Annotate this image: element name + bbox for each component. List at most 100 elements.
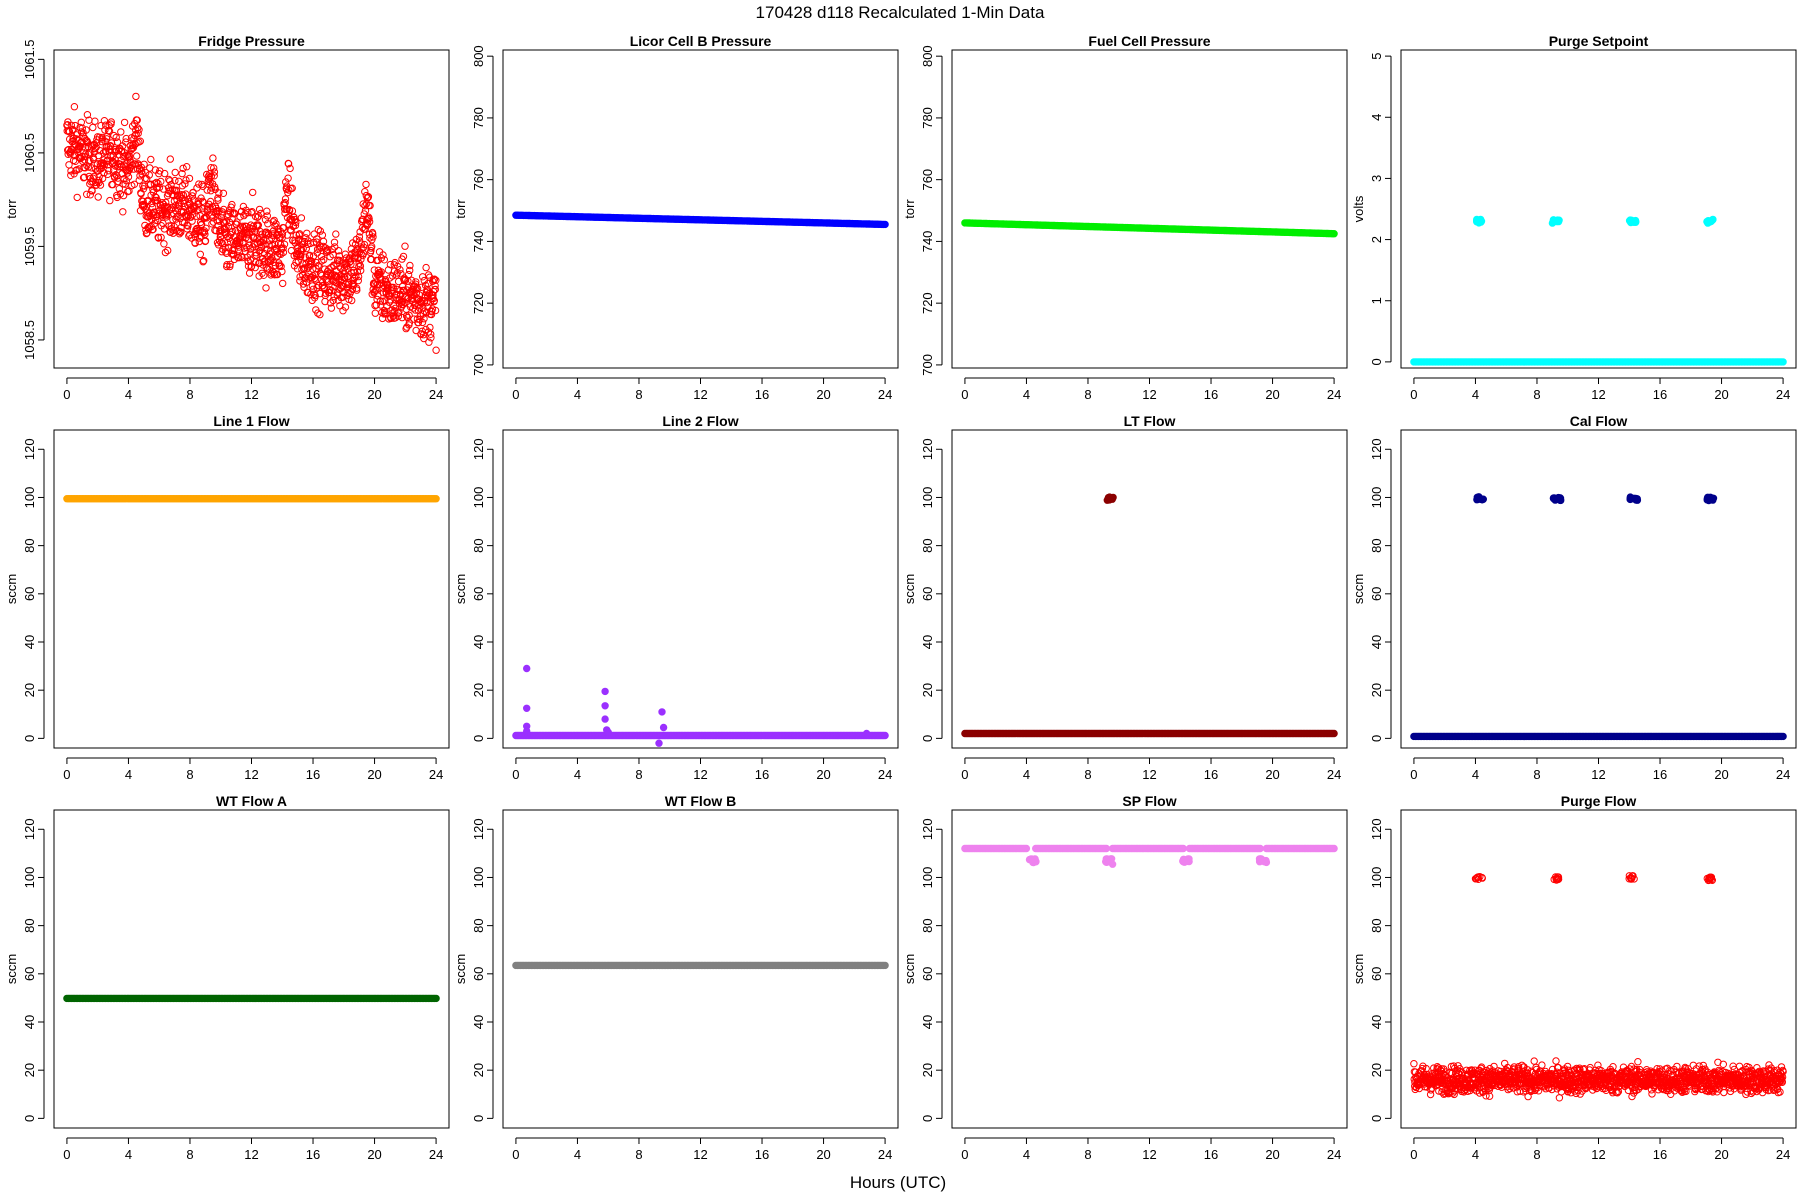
x-tick-label: 0 — [961, 387, 968, 402]
data-point — [69, 125, 77, 134]
data-point — [298, 246, 306, 254]
data-point — [316, 310, 324, 319]
x-tick-label: 8 — [635, 767, 642, 782]
y-axis-label: sccm — [4, 574, 19, 604]
data-point — [324, 245, 332, 254]
data-point — [124, 173, 133, 181]
data-point — [1330, 729, 1338, 738]
data-point — [273, 252, 281, 260]
data-point — [263, 207, 271, 215]
data-point — [148, 203, 157, 212]
data-point — [367, 246, 375, 255]
data-point — [1031, 855, 1039, 863]
data-point — [400, 276, 409, 285]
data-point — [247, 209, 256, 217]
data-point — [261, 216, 270, 224]
data-point — [418, 318, 427, 327]
data-point — [329, 296, 337, 305]
data-points — [512, 211, 889, 229]
x-tick-label: 20 — [1714, 767, 1728, 782]
x-tick-label: 8 — [186, 1147, 193, 1162]
data-point — [523, 664, 531, 673]
data-point — [72, 135, 80, 143]
data-point — [222, 223, 230, 231]
data-point — [276, 240, 285, 249]
data-point — [1779, 358, 1787, 366]
data-point — [105, 122, 113, 130]
y-tick-label: 60 — [22, 967, 37, 981]
x-tick-label: 24 — [1327, 767, 1341, 782]
x-tick-label: 16 — [306, 1147, 320, 1162]
y-tick-label: 100 — [920, 867, 935, 889]
data-point — [292, 218, 300, 227]
data-point — [332, 230, 340, 238]
y-tick-label: 720 — [920, 292, 935, 314]
data-point — [160, 240, 168, 248]
data-point — [310, 274, 319, 283]
data-point — [380, 256, 388, 264]
data-point — [601, 715, 609, 723]
data-point — [288, 184, 296, 192]
y-tick-label: 40 — [471, 1015, 486, 1029]
data-point — [159, 219, 167, 228]
x-tick-label: 24 — [878, 767, 892, 782]
data-point — [89, 155, 98, 164]
data-point — [320, 256, 328, 264]
y-tick-label: 60 — [1369, 967, 1384, 981]
data-point — [252, 258, 260, 266]
data-point — [881, 731, 889, 740]
data-point — [86, 191, 95, 199]
data-points — [1410, 215, 1787, 366]
data-point — [201, 237, 210, 245]
data-point — [96, 181, 105, 189]
data-point — [357, 266, 365, 275]
data-point — [1708, 216, 1717, 224]
data-point — [73, 193, 81, 202]
data-point — [249, 188, 257, 197]
y-tick-label: 100 — [920, 487, 935, 509]
x-tick-label: 20 — [1714, 1147, 1728, 1162]
y-tick-label: 1 — [1369, 297, 1384, 304]
x-tick-label: 12 — [244, 387, 258, 402]
data-points — [63, 994, 440, 1003]
y-axis-label: sccm — [1351, 574, 1366, 604]
data-point — [432, 994, 440, 1003]
data-point — [129, 144, 138, 152]
panel-title: Licor Cell B Pressure — [630, 33, 772, 49]
data-points — [1410, 872, 1787, 1102]
data-point — [372, 301, 380, 309]
data-point — [379, 251, 387, 259]
y-tick-label: 100 — [1369, 487, 1384, 509]
data-point — [345, 258, 354, 266]
data-point — [122, 134, 130, 143]
y-tick-label: 780 — [471, 107, 486, 129]
x-tick-label: 8 — [635, 387, 642, 402]
data-points — [961, 493, 1338, 738]
data-point — [87, 164, 96, 172]
data-point — [394, 309, 402, 317]
data-point — [140, 160, 148, 169]
data-point — [1260, 857, 1269, 866]
data-point — [248, 208, 256, 216]
data-point — [1256, 844, 1264, 853]
data-point — [205, 173, 214, 182]
x-tick-label: 0 — [512, 1147, 519, 1162]
x-tick-label: 0 — [1410, 1147, 1417, 1162]
data-point — [162, 198, 170, 207]
data-point — [281, 195, 290, 203]
data-point — [391, 258, 399, 267]
panel-title: LT Flow — [1124, 413, 1176, 429]
data-point — [422, 263, 430, 272]
data-point — [209, 154, 217, 162]
y-tick-label: 20 — [920, 1063, 935, 1077]
y-tick-label: 60 — [471, 967, 486, 981]
x-tick-label: 20 — [1265, 387, 1279, 402]
data-point — [601, 702, 609, 710]
data-point — [214, 196, 222, 204]
y-axis-label: sccm — [902, 574, 917, 604]
data-point — [431, 306, 440, 315]
x-tick-label: 4 — [574, 387, 581, 402]
data-point — [601, 687, 609, 696]
